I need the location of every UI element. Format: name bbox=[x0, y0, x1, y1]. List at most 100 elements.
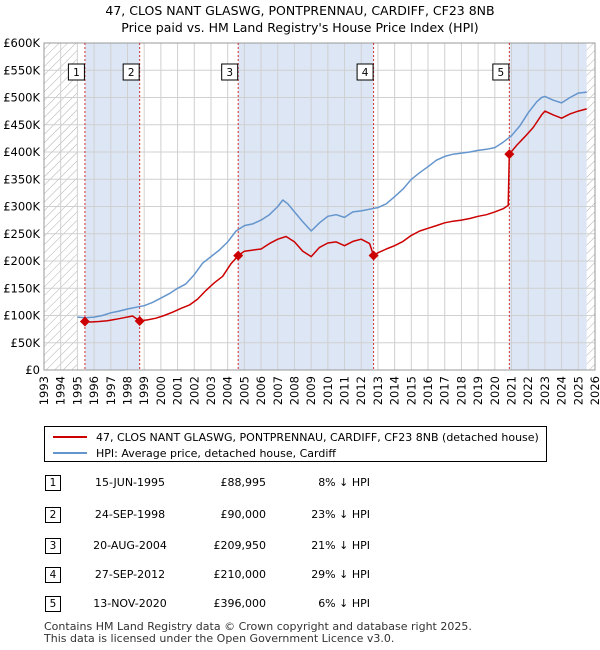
row-date: 13-NOV-2020 bbox=[93, 597, 167, 610]
x-tick-label: 2015 bbox=[404, 376, 418, 405]
chart-title: 47, CLOS NANT GLASWG, PONTPRENNAU, CARDI… bbox=[105, 3, 495, 18]
legend-line-property bbox=[53, 436, 87, 438]
row-price: £210,000 bbox=[213, 568, 267, 581]
row-number-badge: 5 bbox=[45, 596, 61, 612]
table-row: 5 13-NOV-2020 £396,000 6% ↓ HPI bbox=[0, 596, 600, 616]
y-tick-label: £500K bbox=[3, 91, 40, 105]
x-tick-label: 2003 bbox=[204, 376, 218, 405]
transaction-marker bbox=[134, 315, 145, 326]
legend-item-hpi: HPI: Average price, detached house, Card… bbox=[53, 445, 336, 461]
y-tick-label: £600K bbox=[3, 36, 40, 50]
x-tick-label: 1997 bbox=[104, 376, 118, 405]
price-chart: £0 £50K £100K £150K £200K £250K £300K £350K £400… bbox=[3, 36, 600, 405]
footer-licence: This data is licensed under the Open Gov… bbox=[44, 632, 395, 645]
row-price: £88,995 bbox=[220, 476, 267, 489]
x-tick-label: 1995 bbox=[70, 376, 84, 405]
x-tick-label: 2024 bbox=[555, 376, 569, 405]
x-tick-label: 2016 bbox=[421, 376, 435, 405]
x-tick-label: 2006 bbox=[254, 376, 268, 405]
marker-label: 2 bbox=[128, 67, 135, 79]
x-tick-label: 2000 bbox=[154, 376, 168, 405]
row-date: 20-AUG-2004 bbox=[93, 539, 167, 552]
y-tick-label: £250K bbox=[3, 227, 40, 241]
legend-label-property: 47, CLOS NANT GLASWG, PONTPRENNAU, CARDI… bbox=[96, 430, 539, 444]
y-tick-label: £400K bbox=[3, 145, 40, 159]
row-number-badge: 2 bbox=[45, 507, 61, 523]
marker-label-box bbox=[356, 63, 374, 81]
row-hpi-diff: 23% ↓ HPI bbox=[311, 508, 370, 521]
x-tick-label: 2005 bbox=[237, 376, 251, 405]
table-row: 1 15-JUN-1995 £88,995 8% ↓ HPI bbox=[0, 475, 600, 495]
y-tick-label: £0 bbox=[25, 363, 40, 377]
table-row: 2 24-SEP-1998 £90,000 23% ↓ HPI bbox=[0, 507, 600, 527]
x-tick-label: 2009 bbox=[304, 376, 318, 405]
legend-item-property: 47, CLOS NANT GLASWG, PONTPRENNAU, CARDI… bbox=[53, 429, 539, 445]
row-price: £90,000 bbox=[220, 508, 267, 521]
row-date: 27-SEP-2012 bbox=[94, 568, 166, 581]
row-price: £209,950 bbox=[213, 539, 267, 552]
row-date: 15-JUN-1995 bbox=[94, 476, 166, 489]
legend-label-hpi: HPI: Average price, detached house, Card… bbox=[96, 446, 336, 460]
x-tick-label: 1999 bbox=[137, 376, 151, 405]
marker-label-box bbox=[122, 63, 140, 81]
table-row: 4 27-SEP-2012 £210,000 29% ↓ HPI bbox=[0, 567, 600, 587]
x-tick-label: 2014 bbox=[388, 376, 402, 405]
x-tick-label: 2023 bbox=[538, 376, 552, 405]
row-hpi-diff: 6% ↓ HPI bbox=[318, 597, 370, 610]
x-tick-label: 1998 bbox=[120, 376, 134, 405]
x-tick-label: 2002 bbox=[187, 376, 201, 405]
x-tick-label: 2020 bbox=[488, 376, 502, 405]
marker-label: 4 bbox=[362, 67, 369, 79]
x-tick-label: 2008 bbox=[287, 376, 301, 405]
transaction-marker bbox=[504, 149, 515, 160]
x-tick-label: 2021 bbox=[505, 376, 519, 405]
chart-subtitle: Price paid vs. HM Land Registry's House … bbox=[121, 20, 479, 35]
y-tick-label: £550K bbox=[3, 63, 40, 77]
hpi-series-line bbox=[77, 91, 587, 319]
x-tick-label: 2018 bbox=[454, 376, 468, 405]
x-tick-label: 2010 bbox=[321, 376, 335, 405]
y-tick-label: £100K bbox=[3, 309, 40, 323]
marker-label: 1 bbox=[73, 67, 80, 79]
y-tick-label: £450K bbox=[3, 118, 40, 132]
x-tick-label: 2026 bbox=[588, 376, 600, 405]
x-tick-label: 1996 bbox=[87, 376, 101, 405]
y-tick-label: £350K bbox=[3, 172, 40, 186]
transaction-marker bbox=[79, 316, 90, 327]
y-tick-label: £50K bbox=[11, 336, 41, 350]
marker-label: 5 bbox=[498, 67, 505, 79]
row-price: £396,000 bbox=[213, 597, 267, 610]
marker-label-box bbox=[67, 63, 85, 81]
footer-copyright: Contains HM Land Registry data © Crown c… bbox=[44, 620, 472, 633]
x-tick-label: 1994 bbox=[54, 376, 68, 405]
row-number-badge: 4 bbox=[45, 567, 61, 583]
x-tick-label: 2012 bbox=[354, 376, 368, 405]
x-tick-label: 2013 bbox=[371, 376, 385, 405]
row-hpi-diff: 8% ↓ HPI bbox=[318, 476, 370, 489]
row-date: 24-SEP-1998 bbox=[94, 508, 166, 521]
x-tick-label: 2019 bbox=[471, 376, 485, 405]
y-tick-label: £150K bbox=[3, 281, 40, 295]
x-tick-label: 2022 bbox=[521, 376, 535, 405]
row-hpi-diff: 29% ↓ HPI bbox=[311, 568, 370, 581]
legend-line-hpi bbox=[53, 452, 87, 454]
transaction-marker bbox=[233, 250, 244, 261]
row-number-badge: 1 bbox=[45, 475, 61, 491]
x-tick-label: 2001 bbox=[171, 376, 185, 405]
x-tick-label: 2025 bbox=[571, 376, 585, 405]
marker-label-box bbox=[492, 63, 510, 81]
x-tick-label: 2011 bbox=[338, 376, 352, 405]
x-tick-label: 2004 bbox=[221, 376, 235, 405]
marker-label: 3 bbox=[226, 67, 233, 79]
plot-frame bbox=[43, 42, 596, 371]
row-hpi-diff: 21% ↓ HPI bbox=[311, 539, 370, 552]
x-tick-label: 1993 bbox=[37, 376, 51, 405]
chart-legend: 47, CLOS NANT GLASWG, PONTPRENNAU, CARDI… bbox=[44, 426, 547, 462]
x-tick-label: 2007 bbox=[271, 376, 285, 405]
row-number-badge: 3 bbox=[45, 538, 61, 554]
x-tick-label: 2017 bbox=[438, 376, 452, 405]
marker-label-box bbox=[221, 63, 239, 81]
y-tick-label: £200K bbox=[3, 254, 40, 268]
y-tick-label: £300K bbox=[3, 200, 40, 214]
table-row: 3 20-AUG-2004 £209,950 21% ↓ HPI bbox=[0, 538, 600, 558]
